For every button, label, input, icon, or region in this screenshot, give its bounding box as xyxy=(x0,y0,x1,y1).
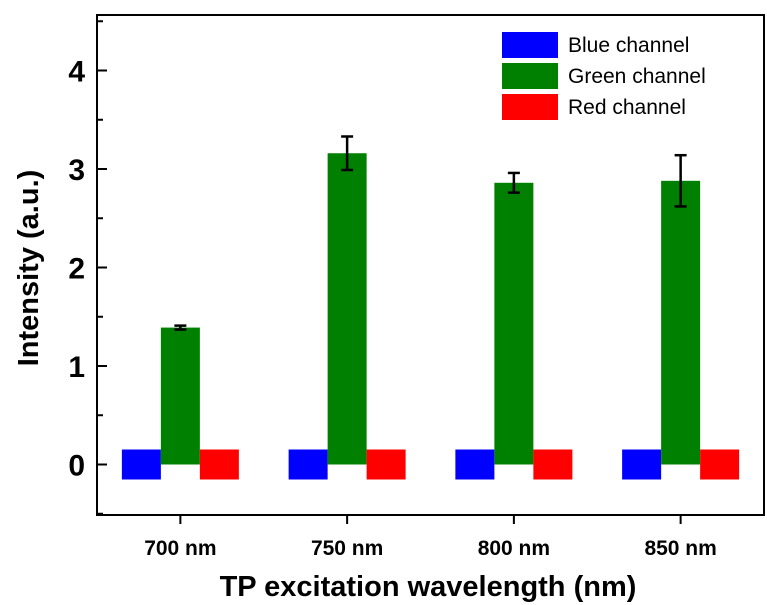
axes-box xyxy=(96,14,765,516)
bar-red-channel-0 xyxy=(199,449,239,480)
x-tick-label-1: 750 nm xyxy=(311,537,383,560)
y-tick-label-3: 3 xyxy=(68,154,85,187)
legend-swatch-0 xyxy=(502,32,558,58)
legend: Blue channel Green channel Red channel xyxy=(502,32,706,120)
legend-swatch-1 xyxy=(502,63,558,89)
bar-red-channel-3 xyxy=(700,449,740,480)
bar-blue-channel-1 xyxy=(288,449,328,480)
bars-layer xyxy=(121,153,740,480)
bar-blue-channel-2 xyxy=(455,449,495,480)
plot-frame xyxy=(96,14,765,516)
legend-label-0: Blue channel xyxy=(568,34,689,57)
y-tick-label-0: 0 xyxy=(68,450,85,483)
bar-green-channel-0 xyxy=(160,327,200,465)
bar-green-channel-3 xyxy=(661,180,701,465)
y-tick-label-1: 1 xyxy=(68,351,85,384)
x-axis-title: TP excitation wavelength (nm) xyxy=(220,571,637,603)
bar-blue-channel-3 xyxy=(622,449,662,480)
x-tick-label-2: 800 nm xyxy=(478,537,550,560)
bar-green-channel-1 xyxy=(327,153,367,465)
bar-red-channel-2 xyxy=(533,449,573,480)
x-tick-label-0: 700 nm xyxy=(144,537,216,560)
y-axis-title: Intensity (a.u.) xyxy=(13,170,45,367)
ticks-layer: 700 nm 750 nm 800 nm 850 nm 0 1 2 3 4 xyxy=(68,20,717,560)
error-bars-layer xyxy=(174,135,687,331)
legend-swatch-2 xyxy=(502,94,558,120)
y-tick-label-4: 4 xyxy=(68,56,85,89)
x-tick-label-3: 850 nm xyxy=(644,537,716,560)
legend-label-2: Red channel xyxy=(568,96,686,119)
bar-green-channel-2 xyxy=(494,182,534,465)
y-tick-label-2: 2 xyxy=(68,253,85,286)
bar-red-channel-1 xyxy=(366,449,406,480)
legend-label-1: Green channel xyxy=(568,65,706,88)
bar-blue-channel-0 xyxy=(121,449,161,480)
